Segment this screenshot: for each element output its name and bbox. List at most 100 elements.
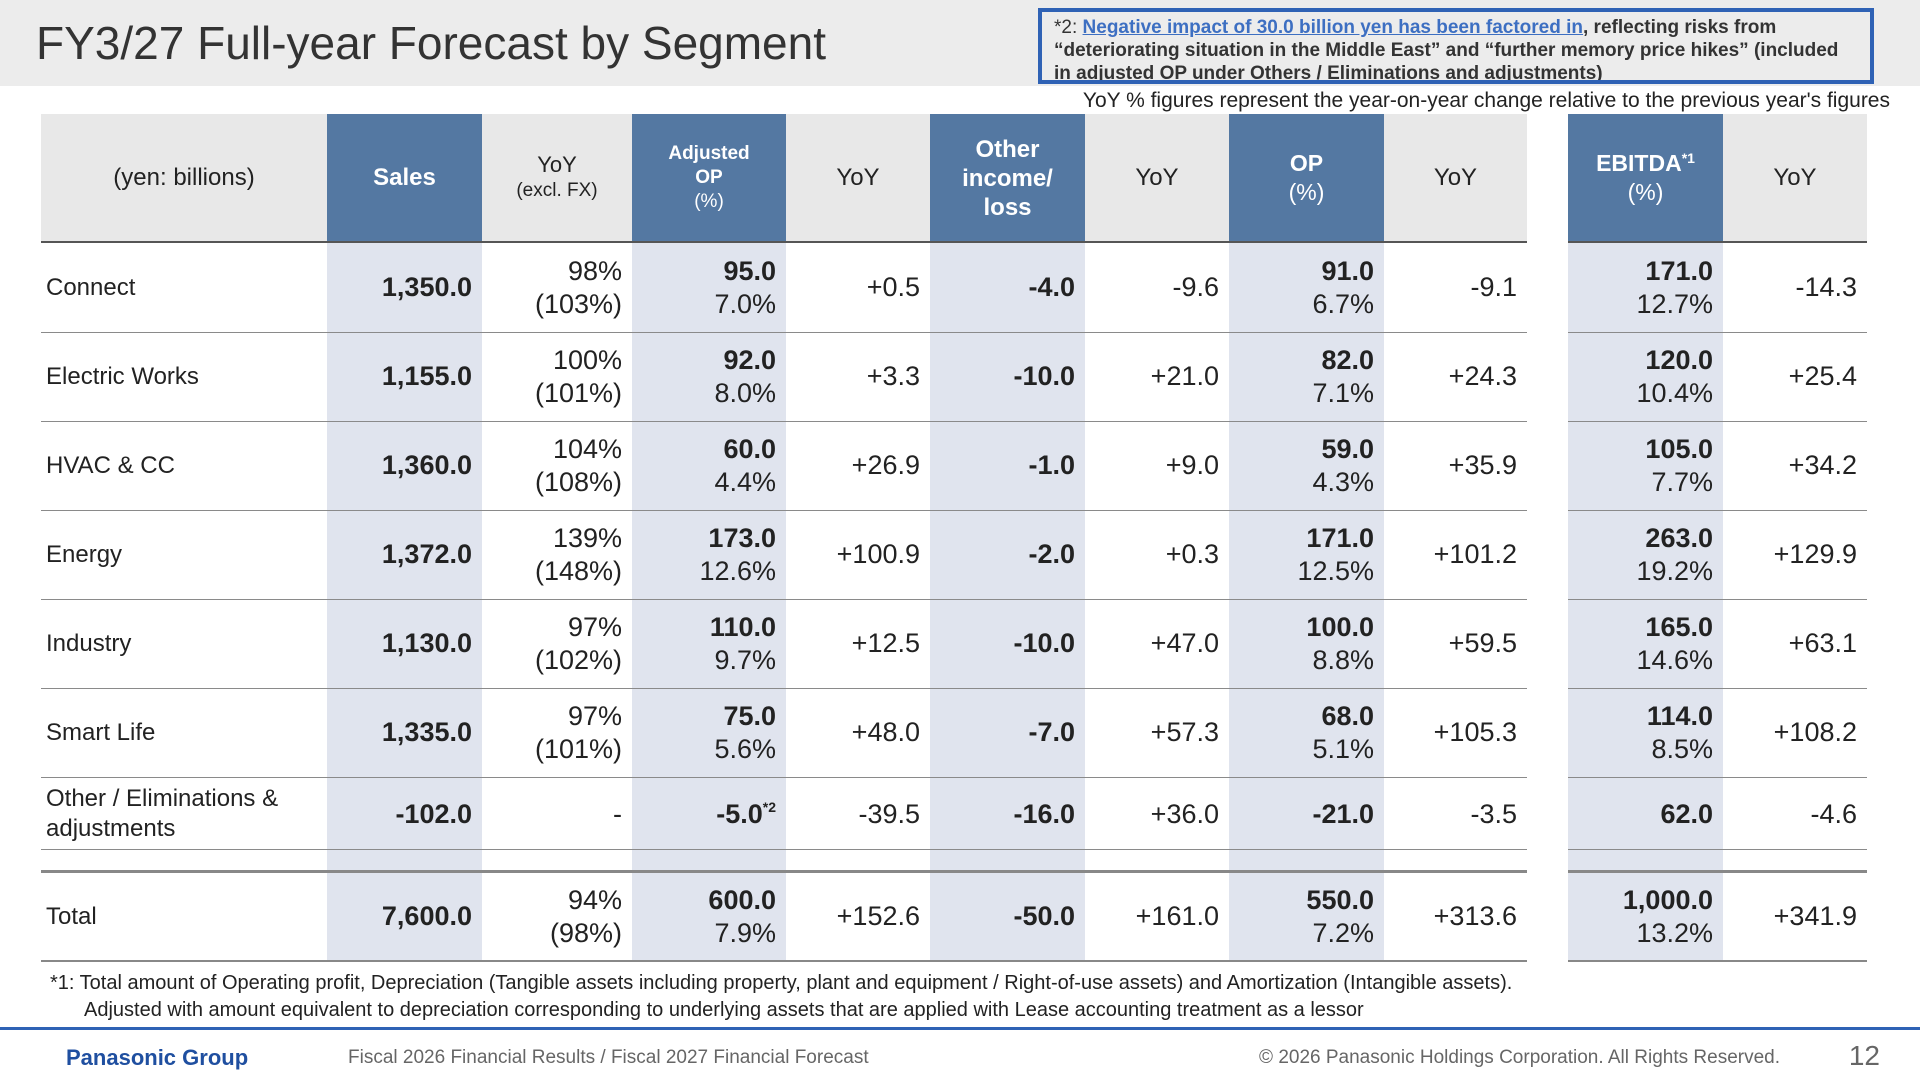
- header-op: OP (%): [1229, 114, 1384, 242]
- footnote-line-1: *1: Total amount of Operating profit, De…: [50, 972, 1513, 994]
- adj-op-yoy: +152.6: [836, 901, 920, 931]
- op-yoy: +35.9: [1448, 450, 1517, 480]
- footnote-line-2: Adjusted with amount equivalent to depre…: [84, 999, 1364, 1021]
- row-name: HVAC & CC: [46, 451, 175, 479]
- footnote: *1: Total amount of Operating profit, De…: [50, 970, 1512, 1024]
- page-title: FY3/27 Full-year Forecast by Segment: [36, 17, 826, 69]
- other-income-yoy: +57.3: [1150, 717, 1219, 747]
- other-income-value: -2.0: [1028, 539, 1075, 569]
- header-bottom-rule: [41, 241, 1527, 243]
- table-row-total: Total 7,600.0 94% (98%) 600.0 7.9% +152.…: [41, 873, 1867, 960]
- sales-value: 1,350.0: [381, 272, 472, 302]
- op-column-bg: [1229, 243, 1384, 961]
- ebitda-yoy: +34.2: [1788, 450, 1857, 480]
- row-divider: [1568, 421, 1867, 422]
- op-value: 550.0 7.2%: [1306, 884, 1374, 948]
- row-divider: [41, 510, 1527, 511]
- op-value: 171.0 12.5%: [1297, 522, 1374, 586]
- op-value: 100.0 8.8%: [1306, 611, 1374, 675]
- row-name: Total: [46, 902, 97, 930]
- row-name: Other / Eliminations & adjustments: [46, 785, 279, 842]
- note-lead: *2:: [1054, 17, 1083, 38]
- ebitda-yoy: +63.1: [1788, 628, 1857, 658]
- adj-op-yoy: +26.9: [851, 450, 920, 480]
- sales-yoy: 104% (108%): [534, 433, 622, 497]
- row-name: Smart Life: [46, 718, 156, 746]
- adj-op-yoy: +12.5: [851, 628, 920, 658]
- sales-value: 1,335.0: [381, 717, 472, 747]
- adj-op-column-bg: [632, 243, 786, 961]
- table-row: Connect 1,350.0 98% (103%) 95.0 7.0% +0.5 -4.0 -…: [41, 243, 1867, 332]
- op-yoy: -9.1: [1470, 272, 1517, 302]
- adj-op-yoy: +3.3: [866, 361, 920, 391]
- sales-yoy: 97% (101%): [534, 700, 622, 764]
- total-bottom-rule-ebitda: [1568, 960, 1867, 962]
- note-box-2: *2: Negative impact of 30.0 billion yen …: [1038, 8, 1874, 84]
- note-highlight: Negative impact of 30.0 billion yen has …: [1082, 17, 1583, 38]
- op-yoy: +105.3: [1433, 717, 1517, 747]
- header-adj-yoy: YoY: [786, 114, 930, 242]
- sales-yoy: 100% (101%): [534, 344, 622, 408]
- other-income-value: -50.0: [1013, 901, 1075, 931]
- row-name: Energy: [46, 540, 123, 568]
- table-row: Energy 1,372.0 139% (148%) 173.0 12.6% +100.9 -…: [41, 510, 1867, 599]
- sales-value: 7,600.0: [381, 901, 472, 931]
- adj-op-value: 600.0 7.9%: [708, 884, 776, 948]
- total-top-rule-ebitda: [1568, 870, 1867, 873]
- ebitda-yoy: +108.2: [1773, 717, 1857, 747]
- other-income-yoy: +47.0: [1150, 628, 1219, 658]
- row-divider: [41, 777, 1527, 778]
- row-divider: [1568, 688, 1867, 689]
- panasonic-logo: Panasonic Group: [66, 1045, 249, 1070]
- adj-op-footnote-mark: *2: [762, 798, 776, 815]
- adj-op-value: 60.0 4.4%: [714, 433, 776, 497]
- header-ebitda: EBITDA*1 (%): [1568, 114, 1723, 242]
- other-income-yoy: +21.0: [1150, 361, 1219, 391]
- op-yoy: -3.5: [1470, 798, 1517, 829]
- sales-value: 1,155.0: [381, 361, 472, 391]
- ebitda-value: 263.0 19.2%: [1636, 522, 1713, 586]
- total-bottom-rule: [41, 960, 1527, 962]
- header-unit: (yen: billions): [41, 114, 327, 242]
- ebitda-yoy: +129.9: [1773, 539, 1857, 569]
- ebitda-yoy: +341.9: [1773, 901, 1857, 931]
- header-adjusted-op: Adjusted OP (%): [632, 114, 786, 242]
- other-income-yoy: +36.0: [1150, 798, 1219, 829]
- note-rest: , reflecting risks from “deteriorating s…: [1054, 17, 1839, 84]
- adj-op-value: 173.0 12.6%: [699, 522, 776, 586]
- header-bottom-rule-ebitda: [1568, 241, 1867, 243]
- table-row: Smart Life 1,335.0 97% (101%) 75.0 5.6% +48.0 -…: [41, 688, 1867, 777]
- other-income-value: -4.0: [1028, 272, 1075, 302]
- footer-rule: [0, 1027, 1920, 1030]
- op-value: 68.0 5.1%: [1312, 700, 1374, 764]
- footer-copyright: © 2026 Panasonic Holdings Corporation. A…: [1259, 1047, 1780, 1068]
- sales-value: 1,372.0: [381, 539, 472, 569]
- page-number: 12: [1848, 1040, 1880, 1071]
- sales-yoy: 98% (103%): [534, 255, 622, 319]
- row-divider: [41, 332, 1527, 333]
- header-op-yoy: YoY: [1384, 114, 1527, 242]
- adj-op-value: 92.0 8.0%: [714, 344, 776, 408]
- ebitda-value: 105.0 7.7%: [1645, 433, 1713, 497]
- header-ebitda-yoy: YoY: [1723, 114, 1867, 242]
- table-row: HVAC & CC 1,360.0 104% (108%) 60.0 4.4% +26.9 -…: [41, 421, 1867, 510]
- adj-op-value: -5.0*2: [716, 798, 776, 829]
- yoy-note: YoY % figures represent the year-on-year…: [1082, 89, 1890, 112]
- other-income-value: -7.0: [1028, 717, 1075, 747]
- row-divider: [1568, 510, 1867, 511]
- footer-subtitle: Fiscal 2026 Financial Results / Fiscal 2…: [348, 1047, 869, 1068]
- adj-op-yoy: -39.5: [858, 798, 920, 829]
- other-income-value: -16.0: [1013, 798, 1075, 829]
- other-income-value: -10.0: [1013, 361, 1075, 391]
- row-divider: [41, 421, 1527, 422]
- op-value: -21.0: [1312, 798, 1374, 829]
- row-name: Industry: [46, 629, 132, 657]
- sales-value: -102.0: [395, 798, 472, 829]
- ebitda-footnote-mark: *1: [1681, 150, 1695, 166]
- op-value: 82.0 7.1%: [1312, 344, 1374, 408]
- row-divider: [1568, 332, 1867, 333]
- ebitda-yoy: -4.6: [1810, 798, 1857, 829]
- table-row: Industry 1,130.0 97% (102%) 110.0 9.7% +12.5 -1…: [41, 599, 1867, 688]
- op-yoy: +24.3: [1448, 361, 1517, 391]
- sales-column-bg: [327, 243, 482, 961]
